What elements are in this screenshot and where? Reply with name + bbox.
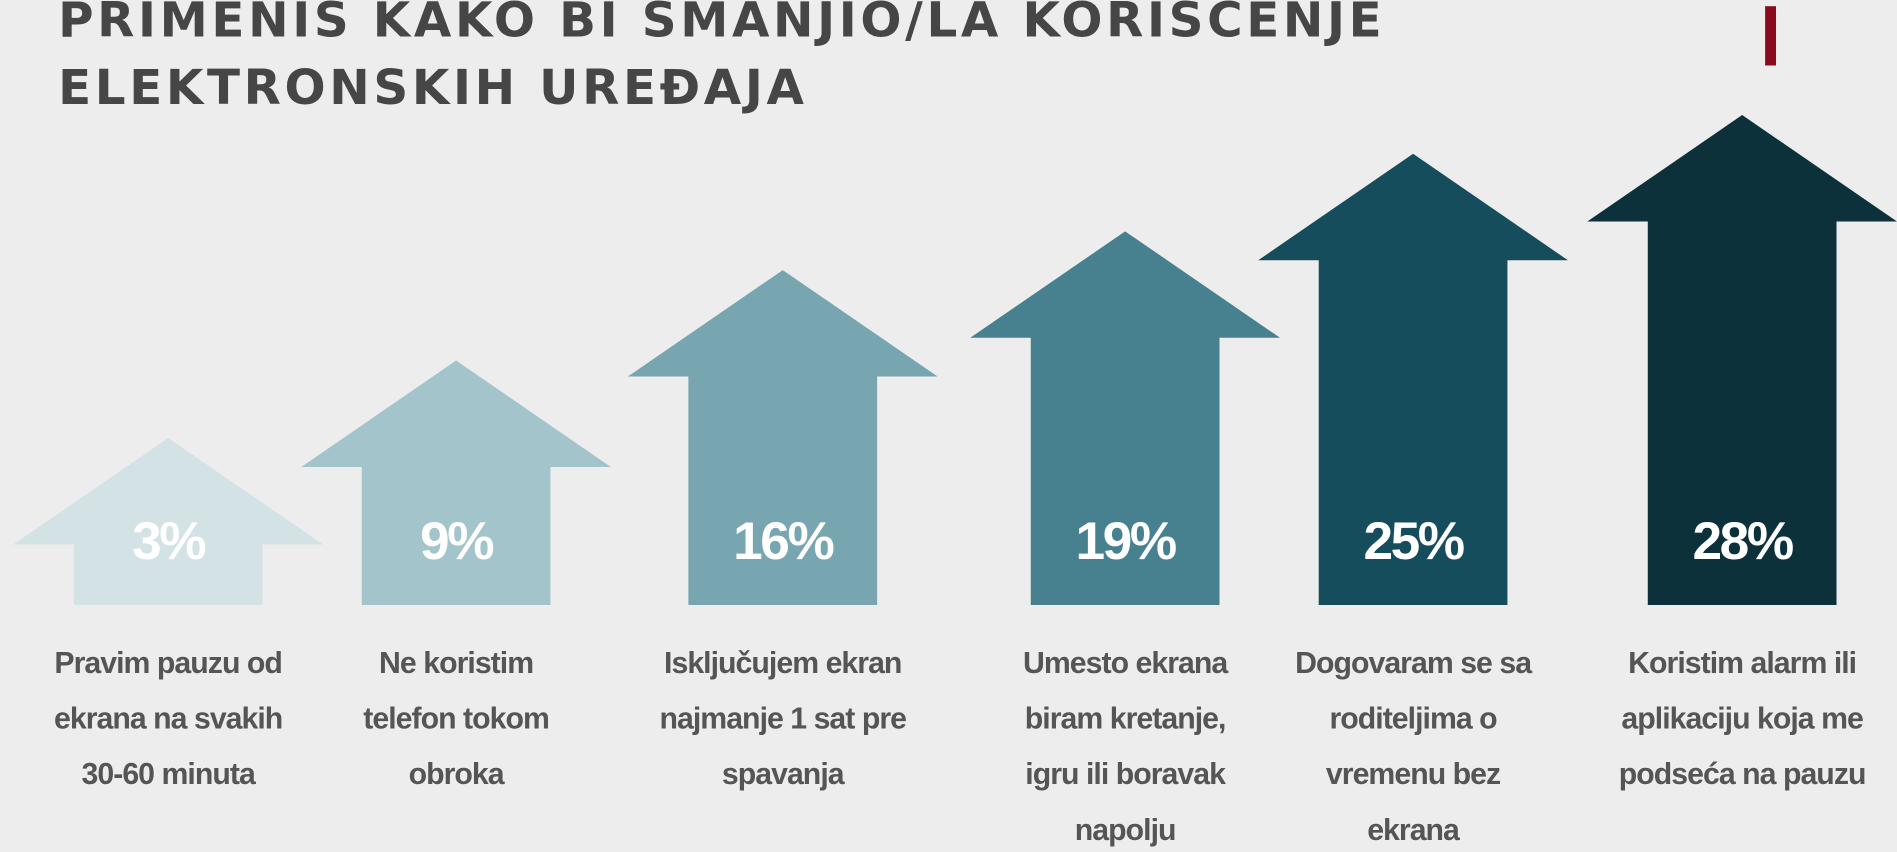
category-box: Isključujem ekran najmanje 1 sat pre spa… — [659, 646, 907, 792]
category-box: Pravim pauzu od ekrana na svakih 30-60 m… — [54, 646, 283, 792]
arrow — [1587, 115, 1897, 606]
category-box: Dogovaram se sa roditeljima o vremenu be… — [1295, 646, 1532, 848]
arrow — [1258, 153, 1568, 606]
value-label: 28% — [1693, 512, 1793, 571]
category-box: Ne koristim telefon tokom obroka — [363, 646, 550, 792]
arrow — [13, 438, 324, 606]
category-label: Isključujem ekran najmanje 1 sat pre spa… — [659, 646, 907, 792]
arrow — [627, 270, 938, 606]
value-label: 25% — [1363, 512, 1463, 571]
value-label: 16% — [733, 512, 833, 571]
category-label: Ne koristim telefon tokom obroka — [363, 646, 550, 792]
category-label: Koristim alarm ili aplikaciju koja me po… — [1618, 646, 1867, 792]
chart-title: PRIMENIS KAKO BI SMANJIO/LA KORISCENJE — [58, 0, 1385, 48]
category-label: Dogovaram se sa roditeljima o vremenu be… — [1295, 646, 1532, 848]
accent-bar — [1765, 6, 1777, 66]
chart-title: ELEKTRONSKIH UREĐAJA — [58, 60, 808, 116]
arrow — [301, 360, 611, 606]
category-label: Pravim pauzu od ekrana na svakih 30-60 m… — [54, 646, 283, 792]
arrow — [970, 231, 1280, 606]
category-label: Umesto ekrana biram kretanje, igru ili b… — [1022, 646, 1228, 848]
value-label: 19% — [1076, 512, 1176, 571]
category-box: Umesto ekrana biram kretanje, igru ili b… — [1022, 646, 1228, 848]
category-box: Koristim alarm ili aplikaciju koja me po… — [1618, 646, 1867, 792]
value-label: 9% — [420, 512, 493, 571]
value-label: 3% — [132, 512, 205, 571]
